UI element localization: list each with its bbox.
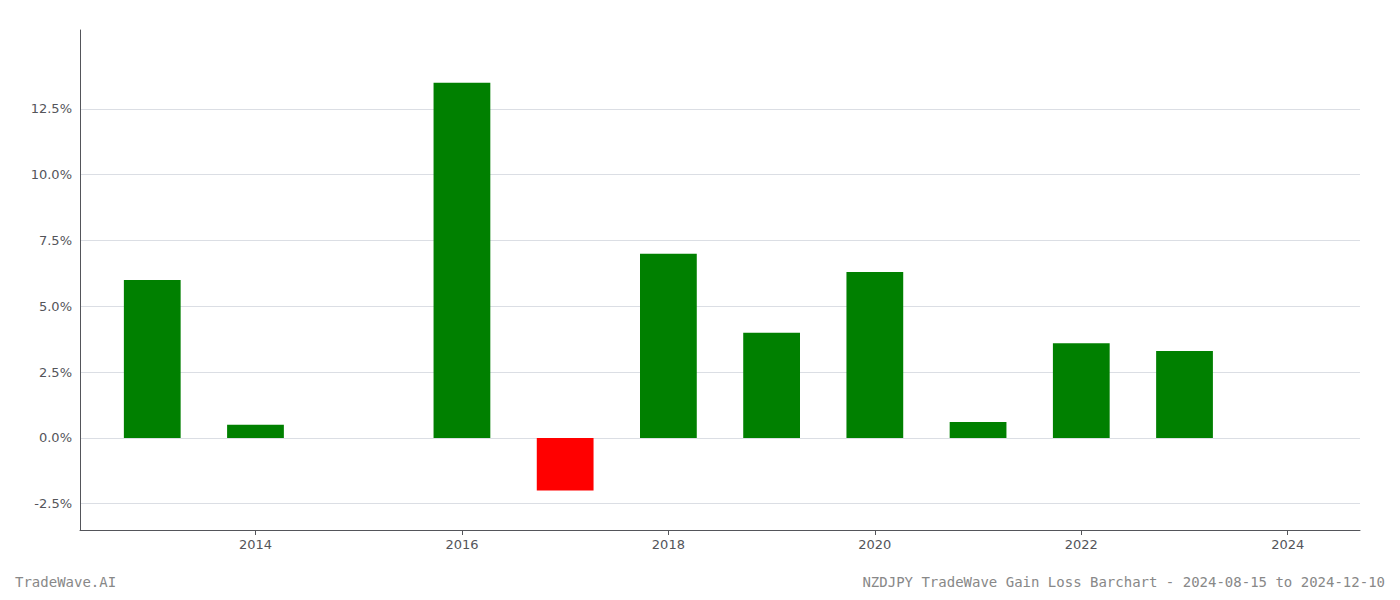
svg-text:7.5%: 7.5% [39,233,72,248]
svg-text:2014: 2014 [239,537,272,552]
svg-text:2018: 2018 [652,537,685,552]
svg-text:5.0%: 5.0% [39,299,72,314]
svg-text:-2.5%: -2.5% [34,496,72,511]
svg-text:10.0%: 10.0% [31,167,72,182]
svg-text:2.5%: 2.5% [39,365,72,380]
svg-text:12.5%: 12.5% [31,101,72,116]
svg-text:2024: 2024 [1271,537,1304,552]
svg-text:2022: 2022 [1065,537,1098,552]
svg-text:NZDJPY TradeWave Gain Loss Bar: NZDJPY TradeWave Gain Loss Barchart - 20… [862,574,1385,590]
svg-text:2020: 2020 [858,537,891,552]
svg-text:0.0%: 0.0% [39,430,72,445]
svg-text:2016: 2016 [445,537,478,552]
svg-text:TradeWave.AI: TradeWave.AI [15,574,116,590]
